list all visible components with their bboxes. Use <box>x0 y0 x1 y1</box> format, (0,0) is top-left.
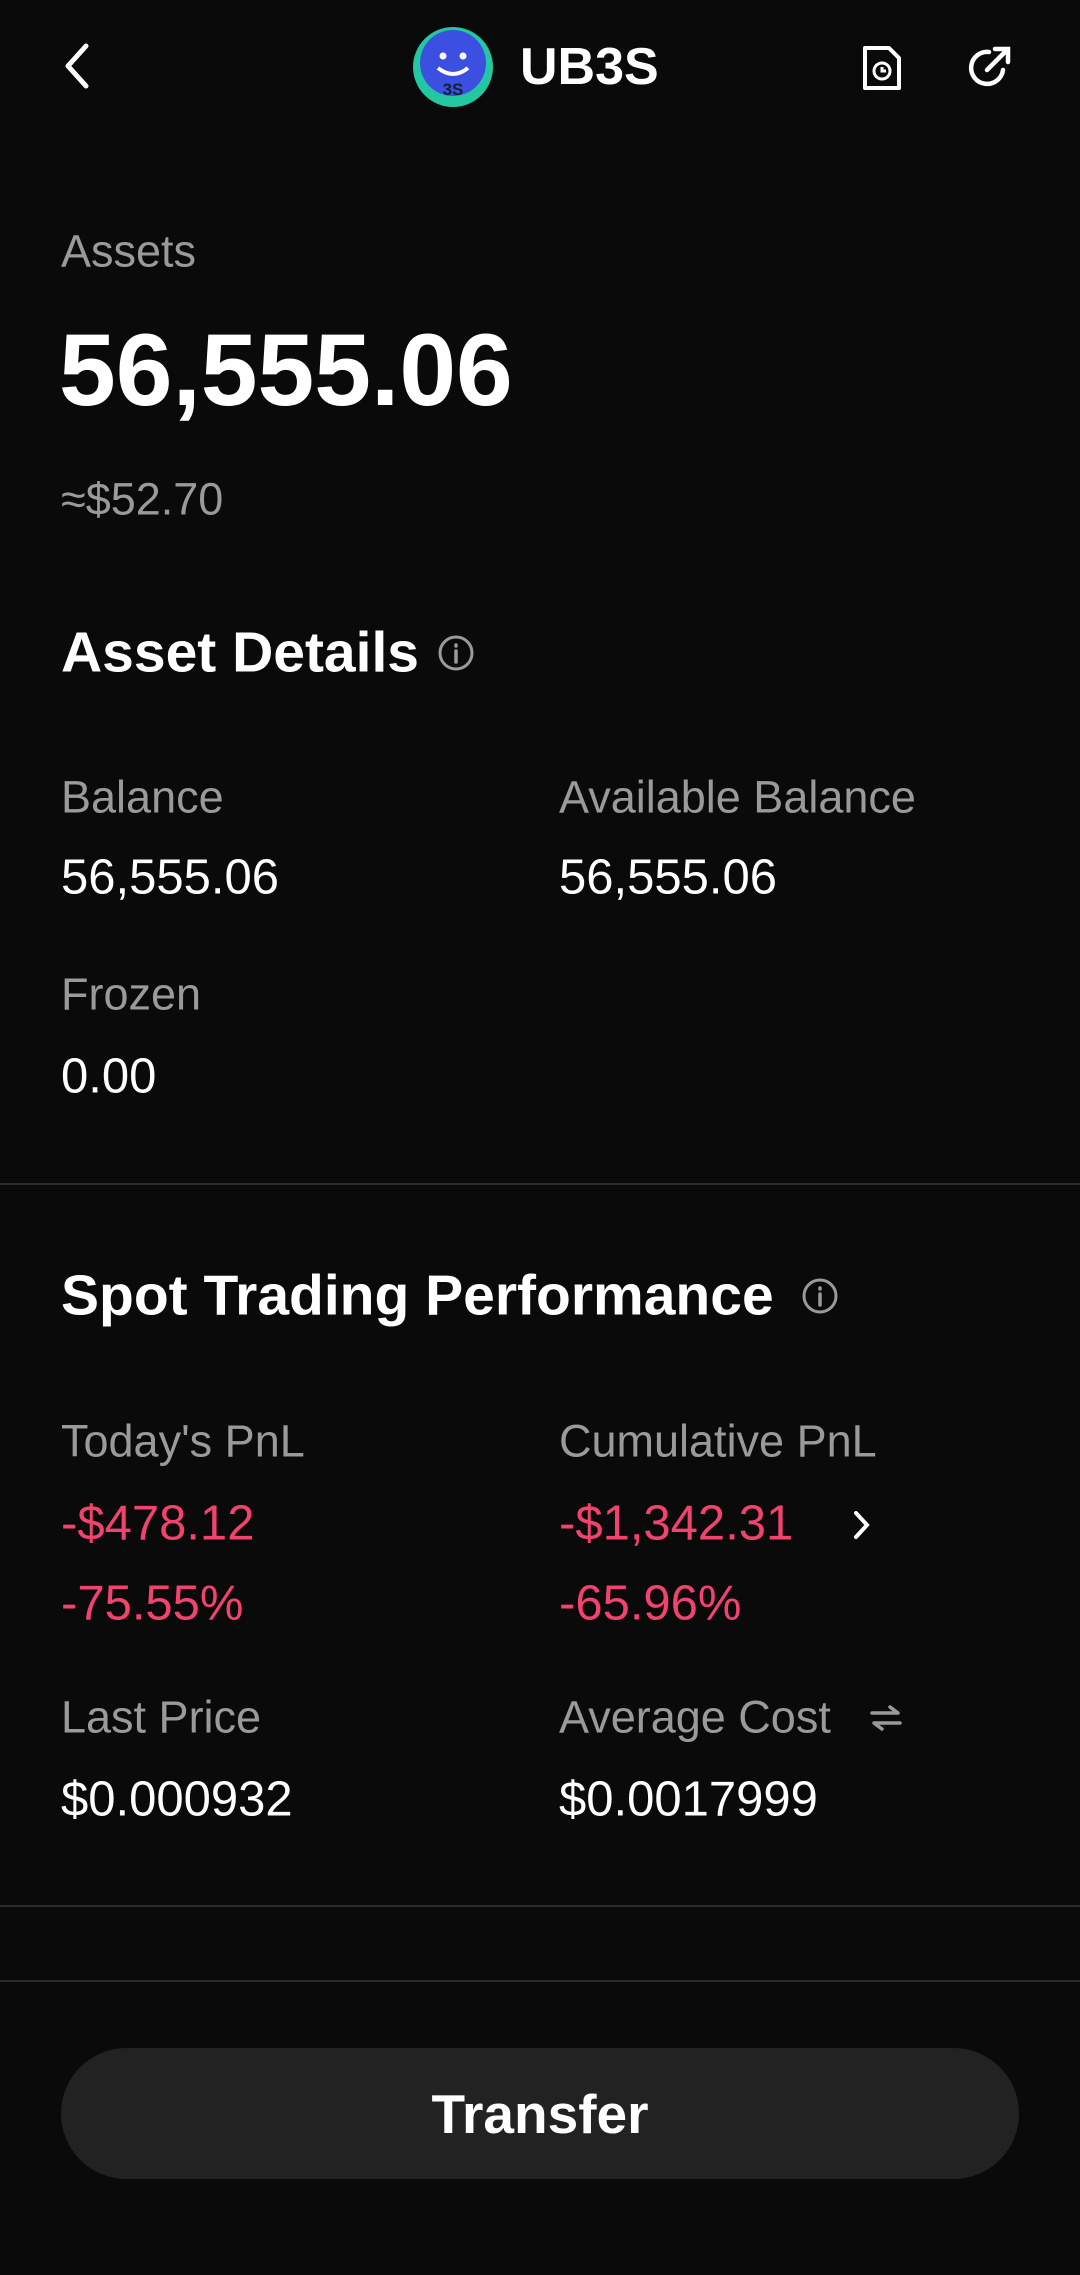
chevron[interactable] <box>852 1510 872 1540</box>
header-title: UB3S <box>520 38 659 96</box>
assets-usd: ≈$52.70 <box>61 473 224 525</box>
price-value: $0.000932 <box>61 1772 293 1827</box>
frozen-label: Frozen <box>61 968 202 1020</box>
price-label: Last Price <box>61 1691 262 1743</box>
assets-label: Assets <box>61 225 197 277</box>
back-button[interactable] <box>58 42 98 90</box>
token-logo: 3S <box>413 27 493 107</box>
pnl-label: Today's PnL <box>61 1415 305 1467</box>
info-icon[interactable] <box>437 634 475 672</box>
swap-icon[interactable] <box>870 1705 902 1731</box>
pnl-value[interactable]: -$1,342.31 <box>559 1496 794 1551</box>
assets-value: 56,555.06 <box>59 313 513 427</box>
section-title: Spot Trading Performance <box>61 1263 774 1328</box>
cost-value: $0.0017999 <box>559 1772 818 1827</box>
balance-value: 56,555.06 <box>61 850 279 905</box>
share-icon[interactable] <box>967 44 1013 90</box>
frozen-value: 0.00 <box>61 1049 157 1104</box>
divider <box>0 1183 1080 1185</box>
balance-label: Balance <box>61 771 224 823</box>
history-icon[interactable] <box>861 44 903 92</box>
logo-text: 3S <box>443 80 464 99</box>
pnl-percent: -65.96% <box>559 1576 742 1631</box>
divider <box>0 1980 1080 1982</box>
transfer-button[interactable]: Transfer <box>61 2048 1019 2179</box>
pnl-label: Cumulative PnL <box>559 1415 877 1467</box>
available-value: 56,555.06 <box>559 850 777 905</box>
available-label: Available Balance <box>559 771 916 823</box>
cost-label: Average Cost <box>559 1691 831 1743</box>
pnl-percent: -75.55% <box>61 1576 244 1631</box>
pnl-value: -$478.12 <box>61 1496 255 1551</box>
divider <box>0 1905 1080 1907</box>
info-icon[interactable] <box>801 1277 839 1315</box>
section-title: Asset Details <box>61 620 420 685</box>
